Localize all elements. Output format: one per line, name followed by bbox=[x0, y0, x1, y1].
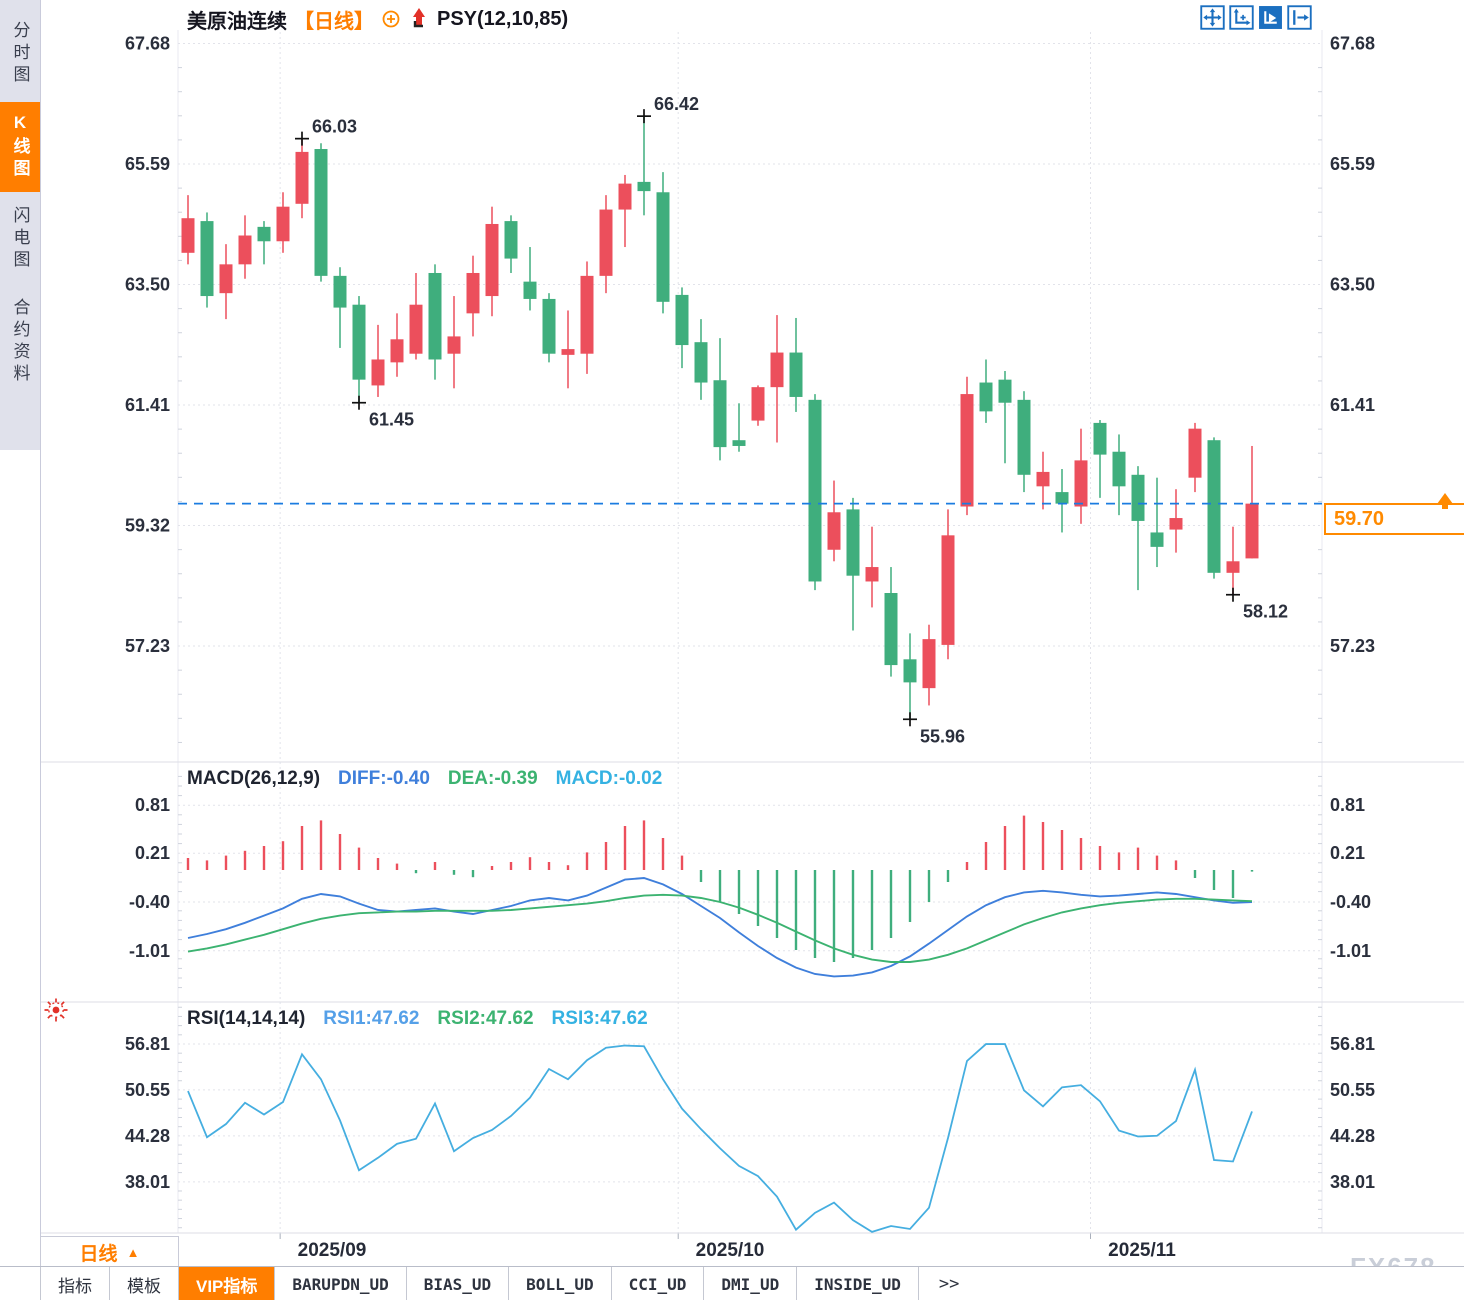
svg-text:57.23: 57.23 bbox=[125, 636, 170, 656]
sidebar-tab-contract-info[interactable]: 合约资料 bbox=[0, 286, 40, 398]
rsi2-value: RSI2:47.62 bbox=[437, 1008, 534, 1029]
svg-text:65.59: 65.59 bbox=[1330, 154, 1375, 174]
svg-text:0.81: 0.81 bbox=[135, 795, 170, 815]
tab-bias-ud[interactable]: BIAS_UD bbox=[407, 1267, 510, 1300]
sidebar-tab-label: 合约资料 bbox=[10, 298, 30, 386]
psy-indicator-label: PSY(12,10,85) bbox=[437, 7, 569, 30]
tab-cci-ud[interactable]: CCI_UD bbox=[612, 1267, 705, 1300]
caret-up-icon: ▲ bbox=[126, 1244, 140, 1260]
symbol-title: 美原油连续 bbox=[187, 10, 287, 33]
svg-text:61.41: 61.41 bbox=[1330, 395, 1375, 415]
svg-text:44.28: 44.28 bbox=[1330, 1126, 1375, 1146]
svg-text:57.23: 57.23 bbox=[1330, 636, 1375, 656]
svg-text:65.59: 65.59 bbox=[125, 154, 170, 174]
rsi-header-row: RSI(14,14,14) RSI1:47.62 RSI2:47.62 RSI3… bbox=[187, 1008, 648, 1030]
svg-text:61.41: 61.41 bbox=[125, 395, 170, 415]
tab-templates[interactable]: 模板 bbox=[110, 1267, 179, 1300]
xaxis-label-october: 2025/10 bbox=[695, 1240, 765, 1261]
svg-text:56.81: 56.81 bbox=[125, 1034, 170, 1054]
svg-text:67.68: 67.68 bbox=[1330, 34, 1375, 54]
svg-text:63.50: 63.50 bbox=[125, 275, 170, 295]
circle-plus-icon[interactable] bbox=[381, 9, 401, 29]
tab-dmi-ud[interactable]: DMI_UD bbox=[704, 1267, 798, 1300]
rsi1-value: RSI1:47.62 bbox=[323, 1008, 420, 1029]
svg-text:38.01: 38.01 bbox=[125, 1172, 170, 1192]
axis-range-icon[interactable] bbox=[1229, 5, 1254, 30]
svg-text:-1.01: -1.01 bbox=[1330, 941, 1371, 961]
svg-text:61.45: 61.45 bbox=[369, 410, 414, 430]
tab-bar-spacer bbox=[0, 1267, 41, 1300]
sidebar-tab-label: 闪电图 bbox=[10, 206, 30, 272]
sidebar-tab-label: 分时图 bbox=[10, 21, 30, 87]
xaxis-label-november: 2025/11 bbox=[1108, 1240, 1176, 1261]
collapse-panel-icon[interactable] bbox=[1287, 5, 1312, 30]
tab-more-chevron[interactable]: >> bbox=[938, 1274, 960, 1294]
bottom-tab-bar: 指标 模板 VIP指标 BARUPDN_UD BIAS_UD BOLL_UD C… bbox=[0, 1266, 1464, 1300]
tab-vip-indicators[interactable]: VIP指标 bbox=[179, 1267, 276, 1300]
svg-text:63.50: 63.50 bbox=[1330, 275, 1375, 295]
svg-text:56.81: 56.81 bbox=[1330, 1034, 1375, 1054]
tab-inside-ud[interactable]: INSIDE_UD bbox=[797, 1267, 919, 1300]
svg-text:38.01: 38.01 bbox=[1330, 1172, 1375, 1192]
chart-header: 美原油连续 【日线】 PSY(12,10,85) bbox=[187, 6, 569, 33]
sidebar-tab-kline[interactable]: K线图 bbox=[0, 102, 40, 192]
alert-sun-icon[interactable] bbox=[43, 997, 69, 1028]
svg-text:0.21: 0.21 bbox=[1330, 843, 1365, 863]
macd-header-row: MACD(26,12,9) DIFF:-0.40 DEA:-0.39 MACD:… bbox=[187, 768, 662, 790]
period-selector[interactable]: 日线 ▲ bbox=[40, 1236, 179, 1268]
up-arrow-icon[interactable] bbox=[408, 7, 430, 31]
current-price-tag: 59.70 bbox=[1324, 503, 1464, 535]
period-selector-label: 日线 bbox=[79, 1243, 118, 1265]
svg-text:66.03: 66.03 bbox=[312, 117, 357, 137]
chart-toolbar bbox=[1200, 5, 1312, 30]
svg-text:55.96: 55.96 bbox=[920, 726, 965, 746]
pan-crosshair-icon[interactable] bbox=[1200, 5, 1225, 30]
left-sidebar: 分时图 K线图 闪电图 合约资料 bbox=[0, 0, 41, 1300]
tab-boll-ud[interactable]: BOLL_UD bbox=[509, 1267, 612, 1300]
period-badge: 【日线】 bbox=[294, 10, 374, 33]
sidebar-tab-timeline[interactable]: 分时图 bbox=[0, 10, 40, 98]
rsi-title: RSI(14,14,14) bbox=[187, 1008, 306, 1029]
svg-text:0.21: 0.21 bbox=[135, 843, 170, 863]
tab-barupdn-ud[interactable]: BARUPDN_UD bbox=[275, 1267, 407, 1300]
svg-text:66.42: 66.42 bbox=[654, 94, 699, 114]
macd-diff-value: DIFF:-0.40 bbox=[338, 768, 430, 789]
macd-dea-value: DEA:-0.39 bbox=[447, 768, 538, 789]
xaxis-label-september: 2025/09 bbox=[297, 1240, 367, 1261]
svg-text:50.55: 50.55 bbox=[1330, 1080, 1375, 1100]
macd-macd-value: MACD:-0.02 bbox=[555, 768, 663, 789]
svg-text:50.55: 50.55 bbox=[125, 1080, 170, 1100]
svg-text:-1.01: -1.01 bbox=[129, 941, 170, 961]
svg-text:-0.40: -0.40 bbox=[129, 892, 170, 912]
price-tag-arrow-icon bbox=[1437, 485, 1453, 509]
macd-title: MACD(26,12,9) bbox=[187, 768, 321, 789]
svg-text:0.81: 0.81 bbox=[1330, 795, 1365, 815]
svg-text:58.12: 58.12 bbox=[1243, 602, 1288, 622]
svg-text:-0.40: -0.40 bbox=[1330, 892, 1371, 912]
svg-text:59.32: 59.32 bbox=[125, 516, 170, 536]
svg-text:44.28: 44.28 bbox=[125, 1126, 170, 1146]
rsi3-value: RSI3:47.62 bbox=[551, 1008, 648, 1029]
sidebar-tab-flash[interactable]: 闪电图 bbox=[0, 196, 40, 282]
svg-text:67.68: 67.68 bbox=[125, 34, 170, 54]
axis-play-icon-selected[interactable] bbox=[1258, 5, 1283, 30]
tab-indicators[interactable]: 指标 bbox=[41, 1267, 110, 1300]
sidebar-tab-label: K线图 bbox=[10, 113, 30, 181]
